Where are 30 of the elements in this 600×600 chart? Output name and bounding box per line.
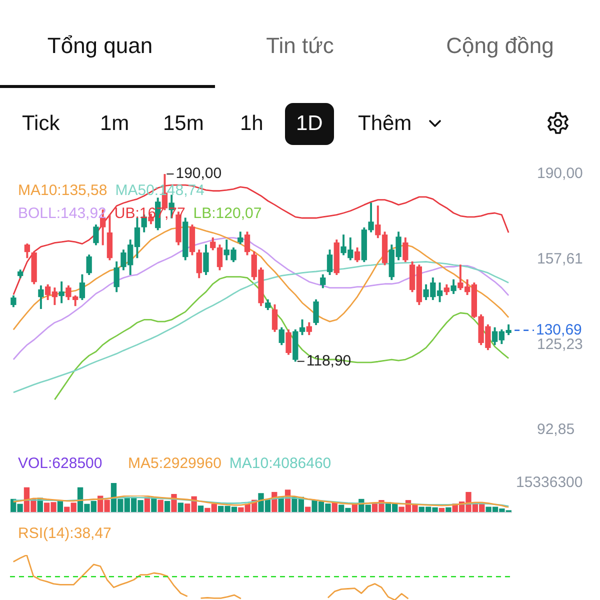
text: Tin tức: [266, 33, 334, 58]
text: Tổng quan: [47, 33, 153, 58]
y-tick-label: 157,61: [537, 250, 583, 268]
annotation: 190,00: [176, 165, 222, 182]
bar: [178, 502, 184, 512]
text: 1h: [240, 112, 264, 135]
y-tick-label: 92,85: [537, 421, 575, 438]
bar: [57, 500, 64, 512]
text: 15336300: [516, 474, 583, 492]
text: 1m: [100, 112, 130, 135]
text: MA10:135,58: [18, 181, 108, 201]
text: Tick: [22, 112, 60, 135]
series-label: RSI(14):38,47: [18, 524, 112, 544]
series-label: VOL:628500: [18, 454, 102, 474]
text: 15m: [163, 112, 204, 135]
bar: [446, 507, 452, 512]
bar: [305, 506, 311, 512]
text: 1D: [296, 112, 323, 135]
series-label: MA10:4086460: [229, 454, 332, 474]
bar: [438, 508, 445, 512]
y-tick-label: 125,23: [537, 336, 583, 353]
text: Cộng đồng: [446, 33, 554, 58]
bar: [198, 506, 204, 512]
bar: [164, 500, 170, 512]
series-label: MA5:2929960: [128, 454, 222, 474]
y-tick-label: 190,00: [537, 165, 583, 182]
text: Thêm: [358, 112, 412, 135]
text: LB:120,07: [193, 204, 262, 224]
bar: [158, 500, 164, 512]
ref-line-label: 130,69: [536, 321, 582, 338]
